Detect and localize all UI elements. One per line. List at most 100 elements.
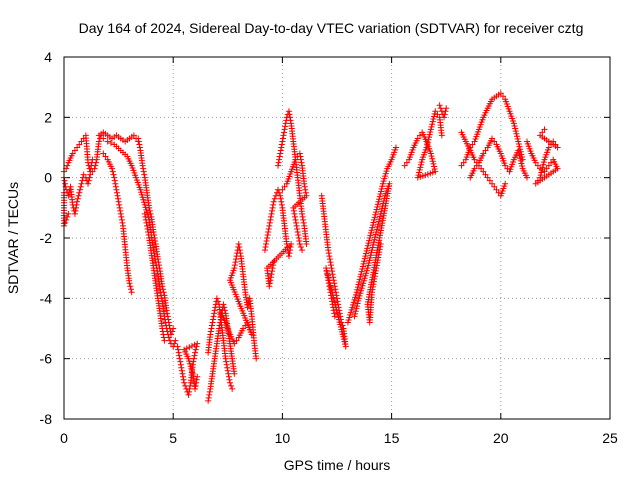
data-point-marker	[113, 186, 120, 193]
data-point-marker	[431, 113, 438, 120]
data-point-marker	[376, 216, 383, 223]
data-point-marker	[141, 199, 148, 206]
data-point-marker	[301, 180, 308, 187]
data-point-marker	[416, 166, 423, 173]
data-point-marker	[374, 223, 381, 230]
data-point-marker	[141, 210, 148, 217]
data-point-marker	[265, 225, 272, 232]
data-point-marker	[295, 231, 302, 238]
data-point-marker	[61, 177, 68, 184]
data-point-marker	[324, 274, 331, 281]
data-point-marker	[180, 373, 187, 380]
data-point-marker	[135, 135, 142, 142]
data-point-marker	[375, 221, 382, 228]
data-point-marker	[164, 310, 171, 317]
data-point-marker	[72, 207, 79, 214]
data-point-marker	[484, 174, 491, 181]
data-point-marker	[326, 286, 333, 293]
data-point-marker	[480, 150, 487, 157]
data-point-marker	[436, 102, 443, 109]
data-point-marker	[117, 207, 124, 214]
data-point-marker	[265, 228, 272, 235]
x-tick-label: 20	[493, 430, 509, 446]
data-point-marker	[71, 147, 78, 154]
data-point-marker	[263, 241, 270, 248]
data-point-marker	[170, 325, 177, 332]
data-point-marker	[345, 316, 352, 323]
data-point-marker	[142, 213, 149, 220]
data-point-marker	[174, 343, 181, 350]
data-point-marker	[295, 235, 302, 241]
data-point-marker	[352, 308, 359, 315]
data-point-marker	[382, 170, 389, 177]
data-point-marker	[168, 331, 175, 338]
data-point-marker	[111, 174, 118, 181]
data-point-marker	[179, 370, 186, 377]
data-point-marker	[296, 150, 303, 157]
data-point-marker	[118, 216, 125, 223]
data-point-marker	[143, 219, 150, 226]
data-point-marker	[190, 358, 197, 365]
data-point-marker	[172, 337, 179, 344]
data-point-marker	[88, 162, 95, 169]
data-point-marker	[379, 183, 386, 190]
data-point-marker	[334, 298, 341, 305]
data-point-marker	[515, 147, 522, 154]
data-point-marker	[325, 277, 332, 284]
data-point-marker	[325, 250, 332, 257]
data-point-marker	[293, 219, 300, 226]
data-point-marker	[115, 198, 122, 205]
data-point-marker	[77, 186, 84, 193]
data-point-marker	[130, 132, 137, 139]
data-point-marker	[491, 183, 498, 190]
data-point-marker	[64, 213, 71, 220]
data-point-marker	[127, 283, 134, 290]
data-point-marker	[74, 144, 81, 151]
data-point-marker	[286, 111, 293, 118]
data-point-marker	[357, 290, 364, 297]
data-point-marker	[112, 180, 119, 187]
data-point-marker	[275, 162, 282, 169]
data-point-marker	[232, 256, 239, 263]
data-point-marker	[266, 283, 273, 290]
data-point-marker	[428, 123, 435, 130]
data-point-marker	[88, 159, 95, 166]
data-point-marker	[126, 280, 133, 287]
data-point-marker	[356, 276, 363, 283]
data-point-marker	[497, 90, 504, 97]
data-point-marker	[159, 325, 166, 332]
data-point-marker	[226, 376, 233, 383]
y-tick-label: 0	[44, 170, 52, 186]
data-point-marker	[62, 219, 69, 226]
data-point-marker	[155, 259, 162, 266]
data-point-marker	[349, 304, 356, 311]
data-point-marker	[513, 130, 520, 137]
data-point-marker	[428, 153, 435, 160]
data-point-marker	[353, 305, 360, 312]
data-point-marker	[541, 126, 548, 133]
data-point-marker	[160, 331, 167, 338]
y-tick-label: -2	[40, 230, 53, 246]
data-point-marker	[262, 244, 269, 251]
data-point-marker	[183, 345, 190, 352]
data-point-marker	[369, 222, 376, 229]
data-point-marker	[377, 213, 384, 220]
data-point-marker	[236, 247, 243, 254]
data-point-marker	[432, 108, 439, 115]
data-point-marker	[278, 198, 285, 205]
data-point-marker	[379, 180, 386, 187]
data-point-marker	[299, 213, 306, 220]
data-point-marker	[73, 201, 80, 208]
data-point-marker	[363, 267, 370, 274]
data-point-marker	[504, 165, 511, 172]
data-point-marker	[166, 337, 173, 344]
data-point-marker	[352, 310, 359, 317]
data-point-marker	[65, 192, 72, 199]
data-point-marker	[74, 195, 81, 202]
data-point-marker	[278, 144, 285, 151]
data-point-marker	[208, 322, 215, 329]
data-point-marker	[102, 153, 109, 160]
y-tick-label: -6	[40, 351, 53, 367]
data-point-marker	[327, 259, 334, 266]
data-point-marker	[291, 213, 298, 220]
